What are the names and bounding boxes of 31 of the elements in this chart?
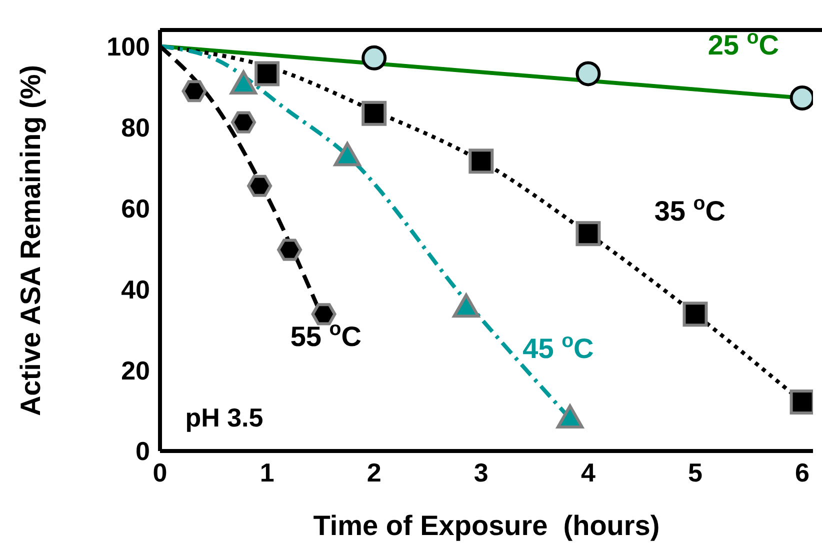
series-label: 45 $^{o}$C [522, 330, 594, 364]
point [254, 61, 280, 86]
x-tick-label: 3 [474, 457, 488, 488]
point [362, 100, 387, 126]
annotation: pH 3.5 [185, 402, 264, 433]
x-axis-title: Time of Exposure (hours) [313, 510, 660, 541]
point [311, 303, 336, 326]
x-tick-label: 6 [795, 457, 810, 488]
series-label: 25 $^{o}$C [708, 26, 779, 60]
y-tick-label: 60 [121, 193, 150, 224]
point [362, 45, 387, 70]
y-tick-label: 0 [136, 436, 150, 466]
y-tick-label: 100 [106, 31, 150, 62]
x-tick-label: 1 [260, 457, 274, 488]
y-tick-label: 20 [121, 355, 150, 386]
y-tick-label: 80 [121, 112, 150, 142]
point [182, 80, 207, 102]
series-label: 55 $^{o}$C [290, 318, 362, 352]
y-axis-title: Active ASA Remaining (%) [15, 64, 46, 416]
x-tick-label: 4 [580, 457, 596, 488]
point [468, 148, 494, 174]
x-tick-label: 2 [366, 457, 382, 488]
point [277, 238, 302, 261]
point [231, 111, 256, 134]
y-tick-label: 40 [121, 274, 150, 304]
point [576, 61, 601, 86]
point [682, 302, 708, 327]
x-tick-label: 5 [688, 457, 702, 488]
series-label: 35 $^{o}$C [654, 192, 726, 226]
point [576, 221, 601, 246]
point [247, 174, 272, 197]
